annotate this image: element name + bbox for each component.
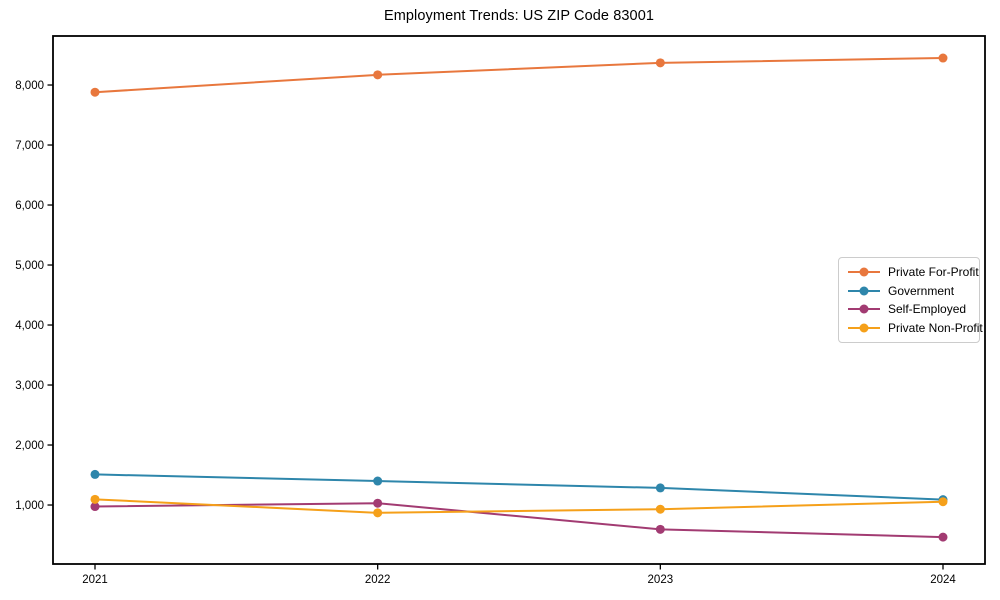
series-line-private-for-profit (94, 57, 944, 94)
data-point-government-2022 (373, 476, 383, 486)
legend-label: Self-Employed (888, 302, 967, 317)
y-tick-label: 7,000 (15, 140, 44, 152)
legend-label: Private Non-Profit (888, 320, 983, 335)
data-point-private-for-profit-2023 (655, 58, 665, 68)
legend-item-government: Government (847, 285, 971, 297)
x-tick-label: 2024 (930, 574, 956, 586)
data-point-government-2023 (655, 483, 665, 493)
data-point-self-employed-2022 (373, 498, 383, 508)
line-marker-icon (848, 286, 880, 296)
line-marker-icon (848, 304, 880, 314)
data-point-self-employed-2021 (90, 502, 100, 512)
data-point-private-non-profit-2021 (90, 494, 100, 504)
y-tick-label: 3,000 (15, 380, 44, 392)
x-tick-label: 2021 (82, 574, 108, 586)
legend-item-private-for-profit: Private For-Profit (847, 266, 979, 278)
data-point-private-for-profit-2024 (938, 53, 948, 63)
x-tick-label: 2022 (365, 574, 391, 586)
legend-label: Private For-Profit (888, 265, 979, 280)
data-point-private-non-profit-2022 (373, 508, 383, 518)
plot-frame (52, 35, 986, 565)
data-point-self-employed-2023 (655, 524, 665, 534)
data-point-private-for-profit-2021 (90, 87, 100, 97)
y-tick-label: 2,000 (15, 440, 44, 452)
y-tick-label: 8,000 (15, 80, 44, 92)
series-line-self-employed (94, 502, 944, 539)
data-point-private-for-profit-2022 (373, 70, 383, 80)
y-tick-label: 6,000 (15, 200, 44, 212)
data-point-self-employed-2024 (938, 532, 948, 542)
series-line-private-non-profit (94, 498, 944, 514)
data-point-private-non-profit-2023 (655, 504, 665, 514)
line-marker-icon (848, 267, 880, 277)
chart-title: Employment Trends: US ZIP Code 83001 (383, 8, 655, 24)
y-tick-label: 5,000 (15, 260, 44, 272)
series-line-government (94, 473, 944, 501)
y-tick-label: 4,000 (15, 320, 44, 332)
legend-label: Government (888, 283, 955, 298)
data-point-government-2021 (90, 469, 100, 479)
y-tick-label: 1,000 (15, 500, 44, 512)
line-marker-icon (848, 323, 880, 333)
x-tick-label: 2023 (648, 574, 674, 586)
legend: Private For-Profit Government Self-Emplo… (838, 257, 983, 343)
legend-item-self-employed: Self-Employed (847, 303, 971, 315)
legend-item-private-non-profit: Private Non-Profit (847, 322, 983, 334)
data-point-private-non-profit-2024 (938, 497, 948, 507)
